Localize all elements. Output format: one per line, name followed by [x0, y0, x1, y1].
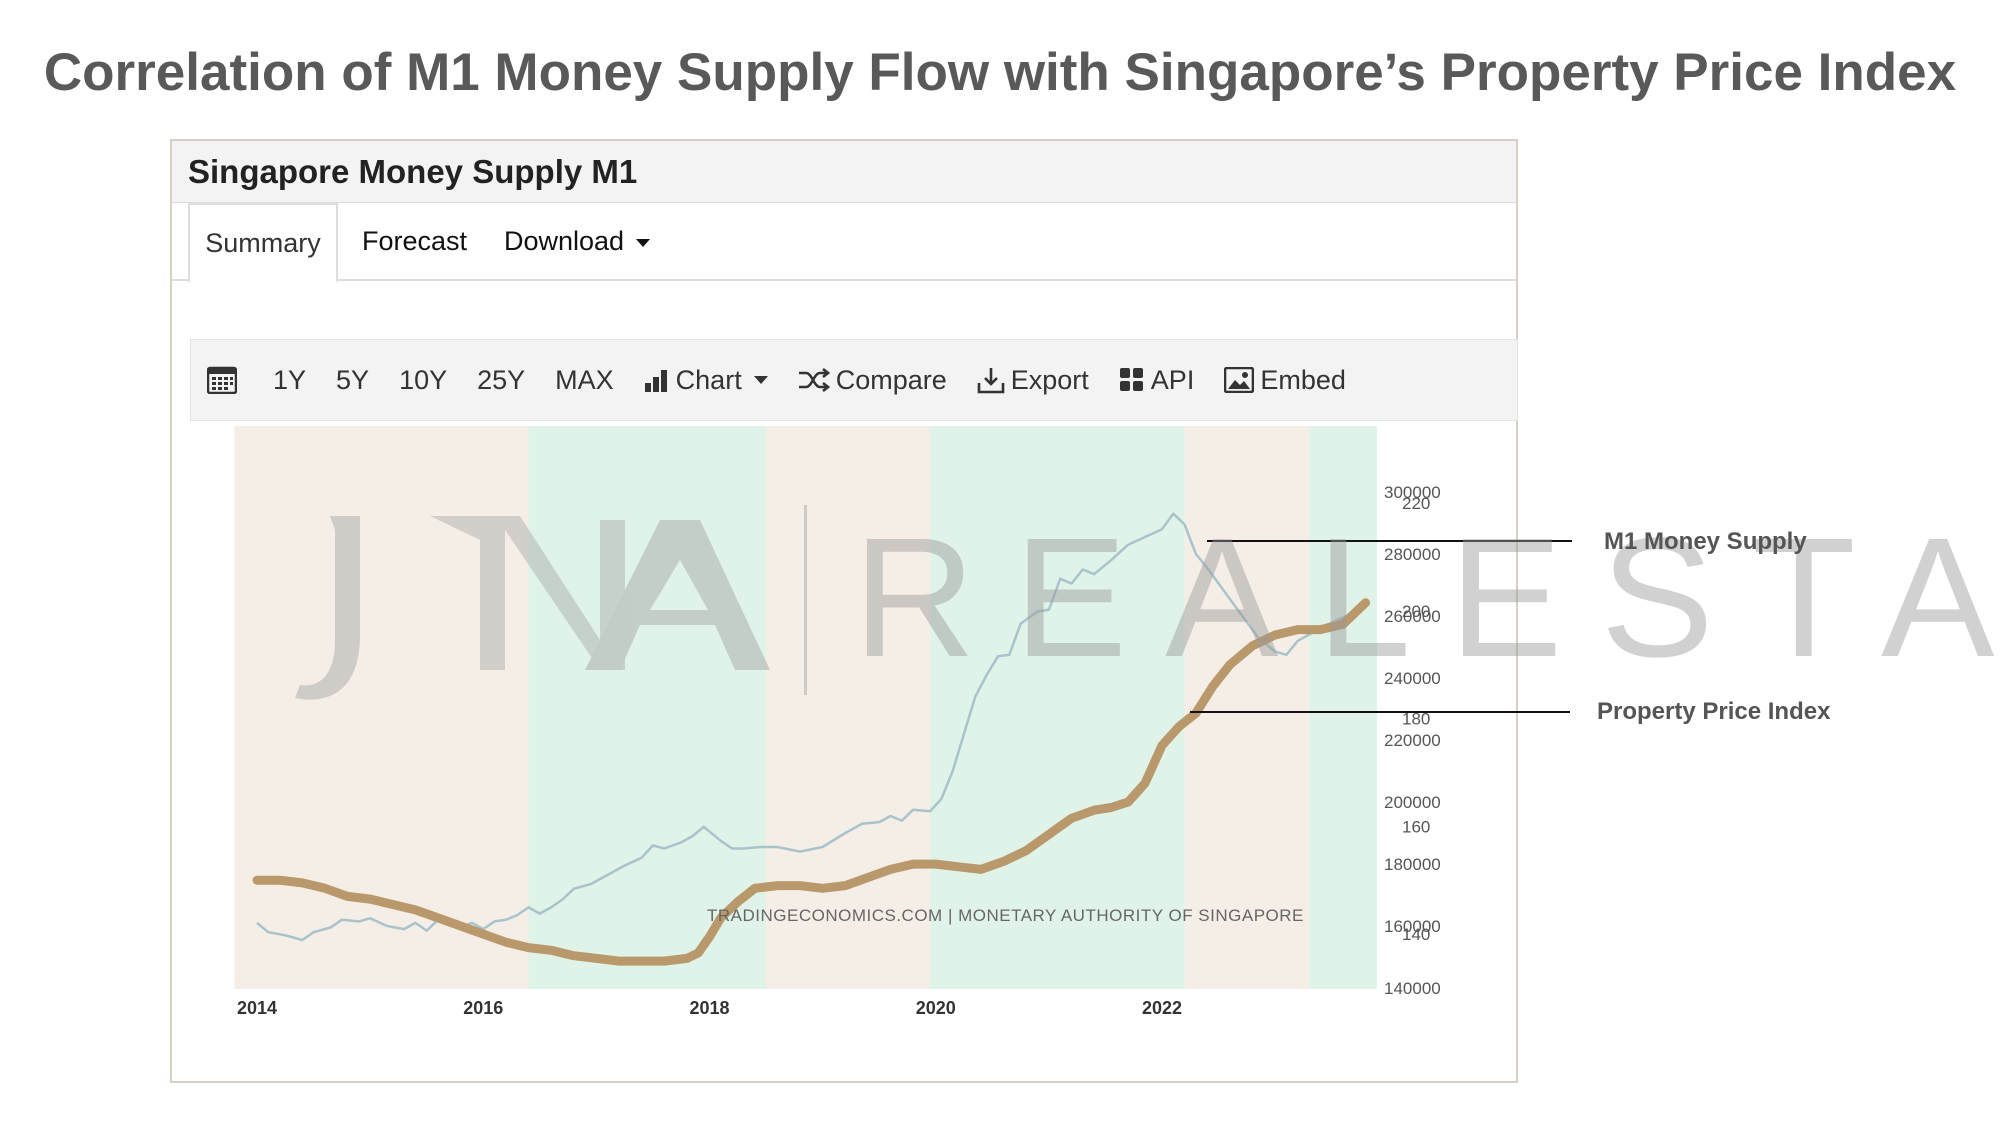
api-button[interactable]: API — [1119, 364, 1195, 396]
download-icon — [977, 368, 1005, 394]
chevron-down-icon — [636, 238, 651, 247]
y-left-tick-label: 300000 — [1384, 483, 1441, 502]
source-credit: TRADINGECONOMICS.COM | MONETARY AUTHORIT… — [707, 906, 1304, 925]
y-left-tick-label: 260000 — [1384, 607, 1441, 626]
embed-button[interactable]: Embed — [1224, 365, 1346, 396]
shuffle-icon — [798, 367, 830, 393]
series-layer — [252, 512, 1371, 966]
jna-logo-watermark — [295, 505, 807, 700]
y-right-tick-label: 220 — [1402, 494, 1430, 513]
compare-button[interactable]: Compare — [798, 365, 947, 396]
range-25y-button[interactable]: 25Y — [477, 364, 526, 395]
x-tick-label: 2018 — [689, 998, 729, 1018]
x-tick-label: 2014 — [237, 998, 277, 1018]
range-10y-button[interactable]: 10Y — [399, 364, 448, 395]
chart-toolbar: 1Y 5Y 10Y 25Y MAX Chart Compare Expo — [190, 339, 1518, 421]
tab-download-label: Download — [504, 226, 625, 256]
chart-type-button[interactable]: Chart — [644, 365, 768, 396]
series-ppi-line — [252, 598, 1371, 966]
export-button[interactable]: Export — [977, 365, 1089, 396]
calendar-icon — [207, 366, 237, 394]
widget-tabs: Summary Forecast Download — [172, 203, 1516, 283]
range-max-button[interactable]: MAX — [555, 364, 614, 395]
callout-m1-label: M1 Money Supply — [1604, 528, 1807, 555]
regime-bands — [234, 426, 1377, 989]
y-left-tick-label: 140000 — [1384, 979, 1441, 998]
y-right-tick-label: 180 — [1402, 710, 1430, 729]
y-left-tick-label: 280000 — [1384, 545, 1441, 564]
tab-download[interactable]: Download — [504, 203, 651, 281]
export-label: Export — [1010, 364, 1089, 395]
range-5y-button[interactable]: 5Y — [336, 364, 370, 395]
y-left-tick-label: 160000 — [1384, 917, 1441, 936]
compare-label: Compare — [835, 364, 947, 395]
realestate-watermark: REALESTATE — [853, 503, 2000, 693]
chevron-down-icon — [753, 376, 768, 384]
y-right-tick-label: 160 — [1402, 817, 1430, 836]
y-left-tick-label: 220000 — [1384, 731, 1441, 750]
chart-type-label: Chart — [675, 364, 742, 395]
widget-header: Singapore Money Supply M1 — [172, 141, 1516, 203]
x-tick-label: 2022 — [1142, 998, 1182, 1018]
y-left-tick-label: 180000 — [1384, 855, 1441, 874]
x-tick-label: 2016 — [463, 998, 503, 1018]
shaded-band-2 — [766, 426, 931, 989]
y-left-tick-label: 240000 — [1384, 669, 1441, 688]
grid-icon — [1119, 368, 1143, 391]
shaded-band-4 — [1184, 426, 1310, 989]
shaded-band-5 — [1309, 426, 1377, 989]
callout-lines — [1190, 540, 1572, 713]
range-1y-button[interactable]: 1Y — [273, 364, 307, 395]
slide-title: Correlation of M1 Money Supply Flow with… — [43, 43, 1957, 102]
bar-chart-icon — [644, 370, 667, 392]
tab-summary[interactable]: Summary — [188, 203, 338, 283]
y-left-tick-label: 200000 — [1384, 793, 1441, 812]
chart-axes: 2014 2016 2018 2020 2022 140000 160000 180000 20… — [237, 483, 1441, 1018]
calendar-button[interactable] — [207, 366, 243, 394]
x-tick-label: 2020 — [916, 998, 956, 1018]
embed-label: Embed — [1260, 364, 1346, 395]
y-right-tick-label: 200 — [1402, 602, 1430, 621]
tab-forecast[interactable]: Forecast — [362, 226, 468, 256]
y-right-tick-label: 140 — [1402, 925, 1430, 944]
api-label: API — [1150, 364, 1195, 395]
widget-title: Singapore Money Supply M1 — [188, 153, 638, 190]
callout-ppi-label: Property Price Index — [1597, 698, 1831, 725]
image-icon — [1224, 367, 1255, 393]
shaded-band-0 — [234, 426, 529, 989]
